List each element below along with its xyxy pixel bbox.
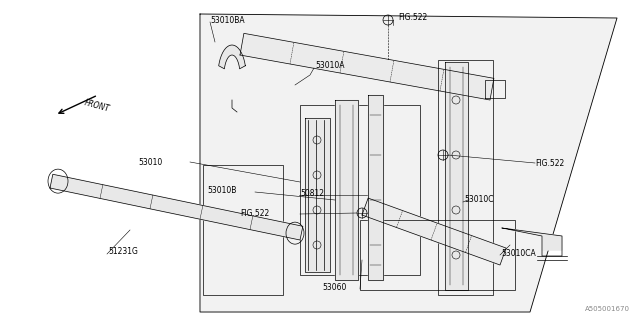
Polygon shape	[50, 174, 303, 240]
Text: 53060: 53060	[322, 284, 346, 292]
Text: FRONT: FRONT	[83, 98, 111, 114]
Polygon shape	[219, 45, 245, 69]
Polygon shape	[445, 62, 468, 290]
Bar	[438, 60, 493, 295]
Text: 53010B: 53010B	[207, 186, 236, 195]
Text: 53010C: 53010C	[464, 196, 493, 204]
Text: 53010: 53010	[138, 157, 163, 166]
Bar	[300, 105, 420, 275]
Polygon shape	[305, 118, 330, 272]
Text: 53010CA: 53010CA	[501, 250, 536, 259]
Polygon shape	[200, 14, 617, 312]
Text: 50812: 50812	[300, 188, 324, 197]
Text: FIG.522: FIG.522	[240, 209, 269, 218]
Bar	[360, 220, 515, 290]
Text: FIG.522: FIG.522	[535, 158, 564, 167]
Bar	[203, 165, 283, 295]
Text: 51231G: 51231G	[108, 247, 138, 257]
Polygon shape	[502, 228, 562, 250]
Polygon shape	[335, 100, 358, 280]
Text: 53010A: 53010A	[315, 60, 344, 69]
Text: A505001670: A505001670	[585, 306, 630, 312]
Polygon shape	[368, 95, 383, 280]
Polygon shape	[362, 198, 506, 265]
Polygon shape	[240, 33, 494, 100]
Text: 53010BA: 53010BA	[210, 15, 244, 25]
Text: FIG.522: FIG.522	[398, 12, 428, 21]
